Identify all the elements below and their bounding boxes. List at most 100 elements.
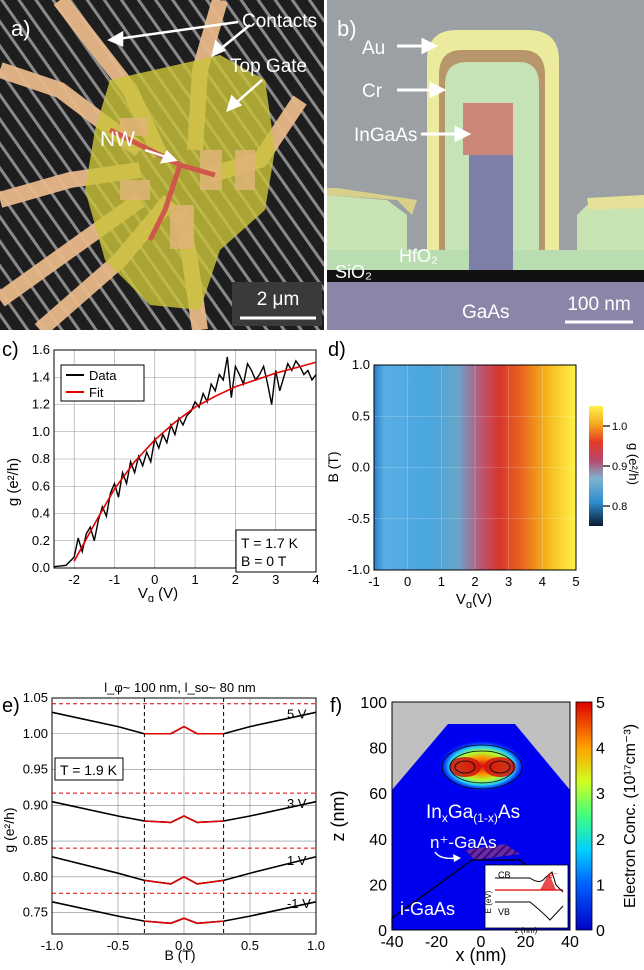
x-tick-label: 1.0 — [307, 938, 325, 953]
colorbar-label: g (e²/h) — [626, 443, 641, 485]
x-axis-label: x (nm) — [456, 945, 507, 965]
y-tick-label: 0.80 — [23, 869, 48, 884]
inset-cb-label: CB — [498, 870, 511, 880]
band-diagram-inset: CB VB e⁻ E (eV) z (nm) — [484, 864, 569, 935]
x-tick-label: 3 — [505, 574, 512, 589]
y-tick-label: 1.6 — [32, 342, 50, 357]
fit-series-line — [73, 361, 317, 562]
x-tick-label: 4 — [539, 574, 546, 589]
x-tick-label: -20 — [425, 934, 448, 951]
y-tick-label: 1.00 — [23, 726, 48, 741]
y-axis-label: g (e²/h) — [1, 807, 17, 852]
x-tick-label: 0 — [477, 934, 486, 951]
y-tick-label: 0.2 — [32, 533, 50, 548]
x-tick-label: 40 — [561, 934, 579, 951]
y-tick-label: -1.0 — [348, 562, 370, 577]
x-tick-label: 0.0 — [175, 938, 193, 953]
x-tick-label: -40 — [380, 934, 403, 951]
temperature-label: T = 1.7 K — [241, 535, 299, 551]
legend-data: Data — [89, 368, 117, 383]
x-tick-label: -2 — [68, 572, 80, 587]
y-tick-label: 100 — [360, 695, 387, 712]
hfo2-label: HfO₂ — [399, 246, 438, 266]
temperature-box — [54, 757, 124, 781]
inset-y-label: E (eV) — [484, 890, 493, 913]
x-tick-label: 1 — [438, 574, 445, 589]
inset-electron-label: e⁻ — [548, 870, 558, 880]
panel-b-label: b) — [337, 16, 357, 41]
y-tick-label: 60 — [369, 786, 387, 803]
fit-curve — [144, 815, 224, 824]
y-tick-label: 0.5 — [352, 408, 370, 423]
y-tick-label: 0.75 — [23, 905, 48, 920]
y-axis-label: z (nm) — [330, 791, 348, 842]
x-axis-label: Vg(V) — [456, 591, 492, 608]
fit-curve — [144, 725, 224, 735]
y-tick-label: 1.0 — [32, 424, 50, 439]
panel-f-simulation: f) -40 -20 0 20 40 0 20 40 60 80 100 InxGa(1-x)As … — [328, 680, 644, 965]
nw-label: NW — [100, 128, 135, 151]
inset-vb-label: VB — [498, 907, 510, 917]
panel-d-label: d) — [328, 339, 346, 361]
curve-label: -1 V — [287, 896, 311, 911]
y-tick-label: 80 — [369, 741, 387, 758]
panel-a-label: a) — [11, 16, 31, 41]
x-tick-label: -1 — [109, 572, 121, 587]
curve-label: 3 V — [287, 796, 307, 811]
curve-label: 5 V — [287, 707, 307, 722]
y-tick-label: 0.6 — [32, 478, 50, 493]
colorbar-tick-label: 0.9 — [612, 461, 627, 473]
contacts-label: Contacts — [242, 11, 317, 32]
panel-a-sem-image: 2 μm a) Contacts Top Gate NW — [0, 0, 324, 337]
y-tick-label: 0.4 — [32, 506, 50, 521]
x-tick-label: 2 — [471, 574, 478, 589]
y-axis-label: g (e²/h) — [5, 458, 22, 506]
y-tick-label: -0.5 — [348, 511, 370, 526]
y-tick-label: 40 — [369, 832, 387, 849]
field-label: B = 0 T — [241, 553, 287, 569]
panel-e-title: l_φ~ 100 nm, l_so~ 80 nm — [104, 680, 256, 695]
top-gate-label: Top Gate — [230, 56, 307, 77]
sio2-label: SiO₂ — [335, 262, 372, 282]
gaas-label: GaAs — [462, 302, 510, 323]
panel-e-chart: e) l_φ~ 100 nm, l_so~ 80 nm -1.0 -0.5 0.0 0… — [0, 680, 330, 965]
y-tick-label: 0.0 — [32, 560, 50, 575]
curve-label: 1 V — [287, 853, 307, 868]
panel-f-label: f) — [330, 695, 342, 717]
x-axis-label: Vg (V) — [138, 585, 178, 602]
fit-curve — [144, 917, 224, 925]
n-gaas-label: n⁺-GaAs — [430, 833, 497, 852]
colorbar-tick-label: 3 — [596, 786, 605, 803]
x-tick-label: 0 — [404, 574, 411, 589]
ingaas-region-label: InxGa(1-x)As — [426, 802, 520, 825]
inset-x-label: z (nm) — [515, 926, 538, 935]
x-tick-label: -0.5 — [107, 938, 129, 953]
x-tick-label: 1 — [191, 572, 198, 587]
conditions-box — [235, 529, 317, 573]
y-tick-label: 0.8 — [32, 451, 50, 466]
colorbar-tick-label: 4 — [596, 741, 605, 758]
cr-label: Cr — [362, 81, 383, 102]
x-tick-label: 4 — [312, 572, 319, 587]
y-tick-label: 1.0 — [352, 357, 370, 372]
x-tick-label: 20 — [517, 934, 535, 951]
y-tick-label: 0.85 — [23, 833, 48, 848]
y-tick-label: 20 — [369, 877, 387, 894]
y-tick-label: 0 — [378, 923, 387, 940]
y-tick-label: 0.90 — [23, 797, 48, 812]
colorbar-tick-label: 1 — [596, 877, 605, 894]
x-tick-label: 0.5 — [241, 938, 259, 953]
colorbar-tick-label: 0 — [596, 923, 605, 940]
panel-e-label: e) — [2, 695, 20, 717]
i-gaas-label: i-GaAs — [400, 899, 455, 919]
legend-box — [60, 364, 145, 402]
y-tick-label: 1.05 — [23, 690, 48, 705]
x-tick-label: 3 — [272, 572, 279, 587]
y-tick-label: 0.95 — [23, 762, 48, 777]
y-axis-label: B (T) — [325, 451, 341, 482]
panel-c-label: c) — [2, 339, 19, 361]
colorbar-tick-label: 2 — [596, 832, 605, 849]
y-tick-label: 1.4 — [32, 369, 50, 384]
panel-d-heatmap: d) -1 0 1 2 3 4 5 -1.0 -0.5 0.0 0.5 1.0 0.8 0.9 1.0 g… — [324, 336, 644, 611]
fit-curve — [144, 875, 224, 885]
